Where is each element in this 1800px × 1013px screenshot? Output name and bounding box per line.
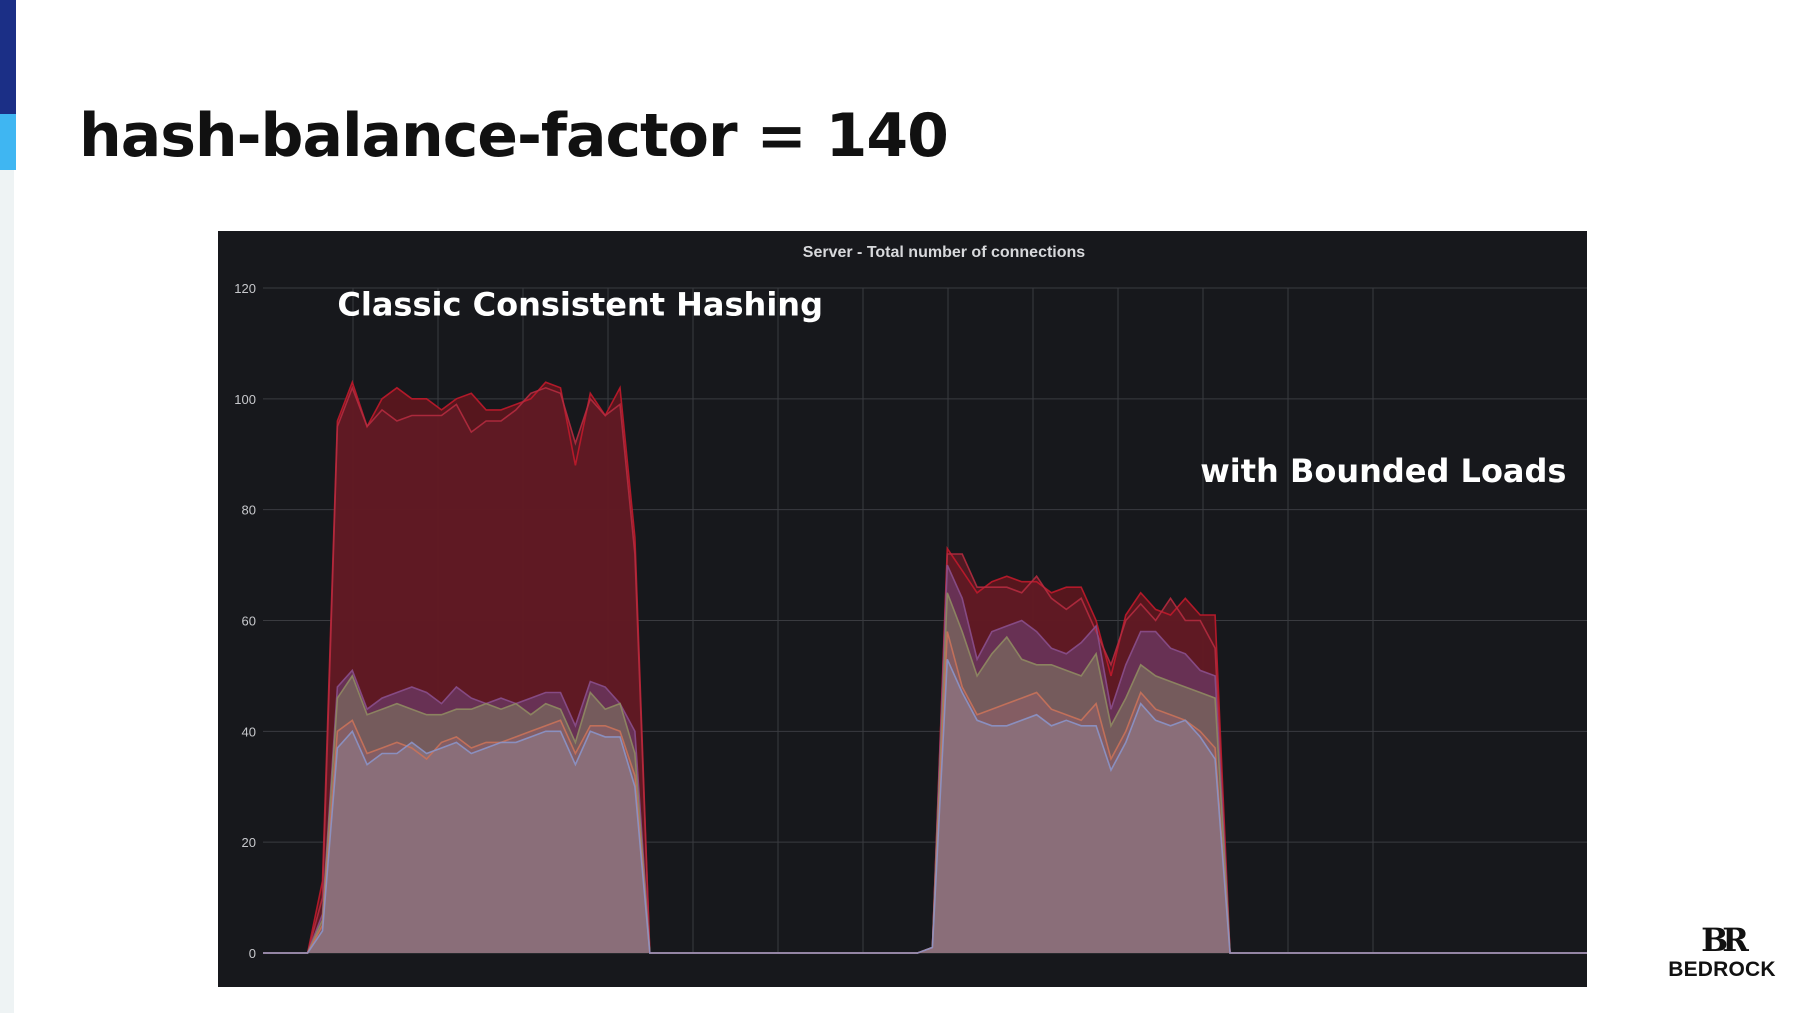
chart-annotations: Classic Consistent Hashing with Bounded L…: [337, 286, 1566, 490]
connections-chart: 0 20 40 60 80 100 120 Server - Total number of…: [234, 244, 1587, 961]
y-tick-label-1: 20: [242, 835, 256, 850]
annotation-0: Classic Consistent Hashing: [337, 286, 823, 324]
y-tick-label-2: 40: [242, 724, 256, 739]
y-tick-label-4: 80: [242, 503, 256, 518]
chart-title: Server - Total number of connections: [803, 244, 1086, 261]
bedrock-logo: BR BEDROCK: [1666, 922, 1778, 992]
chart-panel: 0 20 40 60 80 100 120 Server - Total number of…: [218, 231, 1587, 987]
y-tick-label-5: 100: [234, 392, 256, 407]
accent-bar-light: [0, 114, 16, 170]
y-tick-label-3: 60: [242, 614, 256, 629]
accent-bar-dark: [0, 0, 16, 114]
slide-title: hash-balance-factor = 140: [79, 101, 949, 171]
brand-mark: BR: [1701, 921, 1749, 959]
annotation-1: with Bounded Loads: [1200, 452, 1566, 490]
y-tick-label-6: 120: [234, 281, 256, 296]
brand-name: BEDROCK: [1668, 958, 1776, 981]
y-axis-ticks: 0 20 40 60 80 100 120: [234, 281, 256, 961]
series-lines: [263, 379, 1587, 954]
side-strip: [0, 170, 14, 1013]
y-tick-label-0: 0: [249, 946, 256, 961]
line-min: [263, 658, 1587, 954]
